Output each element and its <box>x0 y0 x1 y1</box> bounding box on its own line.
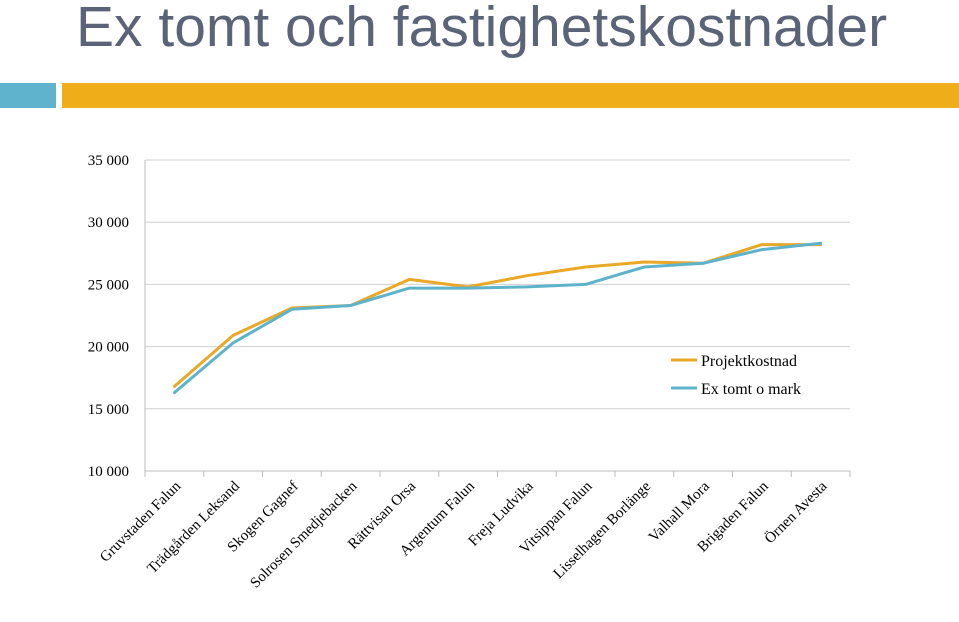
x-category-label: Örnen Avesta <box>761 478 831 548</box>
accent-bar-blue <box>0 83 56 108</box>
y-tick-label: 25 000 <box>88 277 129 293</box>
y-tick-label: 10 000 <box>88 464 129 480</box>
legend-label: Projektkostnad <box>701 353 797 370</box>
slide-title: Ex tomt och fastighetskostnader <box>76 0 888 59</box>
y-tick-label: 30 000 <box>88 215 129 231</box>
accent-bar-gold <box>62 83 959 108</box>
series-line-ex-tomt-o-mark <box>172 241 823 395</box>
legend-label: Ex tomt o mark <box>701 381 801 398</box>
x-category-label: Lisselhagen Borlänge <box>551 478 655 582</box>
y-tick-label: 35 000 <box>88 153 129 169</box>
x-category-label: Solrosen Smedjebacken <box>248 478 361 591</box>
y-tick-label: 15 000 <box>88 402 129 418</box>
y-tick-label: 20 000 <box>88 340 129 356</box>
